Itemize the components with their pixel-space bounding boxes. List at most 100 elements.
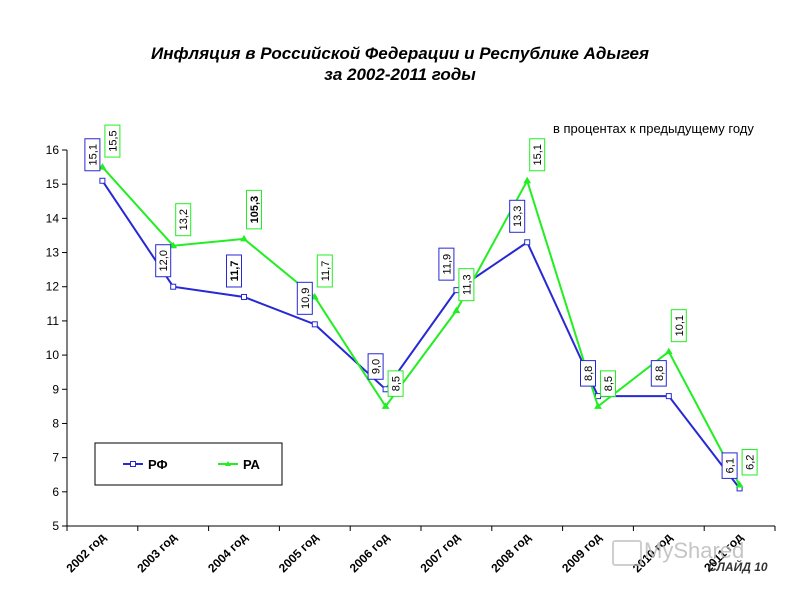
data-label-text: 11,7 — [320, 261, 332, 282]
data-label-text: 15,5 — [107, 130, 119, 151]
data-point-rf — [665, 393, 672, 400]
data-label-ra: 11,7 — [316, 254, 333, 288]
data-label-text: 8,5 — [391, 376, 403, 391]
data-label-text: 13,3 — [512, 206, 524, 227]
data-point-ra — [169, 241, 178, 249]
data-label-text: 8,8 — [583, 366, 595, 381]
data-label-box — [226, 254, 242, 288]
x-tick-label: 2008 год — [488, 530, 533, 575]
data-label-box — [509, 199, 526, 233]
y-tick-label: 8 — [52, 416, 59, 430]
data-label-rf: 11,9 — [438, 247, 455, 281]
chart-title: Инфляция в Российской Федерации и Респуб… — [0, 43, 800, 85]
legend-label-ra: РА — [243, 457, 261, 472]
data-label-ra: 13,2 — [175, 203, 192, 237]
data-label-box — [529, 138, 546, 172]
data-point-rf — [241, 293, 247, 300]
data-label-text: 6,2 — [745, 455, 757, 470]
y-tick-label: 12 — [46, 280, 60, 294]
data-label-rf: 8,8 — [580, 360, 596, 387]
data-label-text: 13,2 — [178, 209, 190, 230]
data-label-text: 12,0 — [158, 250, 170, 271]
data-label-box — [650, 360, 667, 387]
data-label-rf: 9,0 — [367, 353, 384, 380]
x-tick-label: 2002 год — [63, 530, 108, 575]
x-tick-label: 2007 год — [417, 530, 462, 575]
data-label-text: 10,9 — [300, 288, 312, 309]
data-label-ra: 8,5 — [600, 370, 616, 397]
data-label-rf: 6,1 — [721, 452, 738, 479]
data-label-ra: 6,2 — [741, 448, 758, 476]
data-label-ra: 15,1 — [529, 138, 546, 172]
data-label-text: 11,3 — [461, 274, 473, 295]
data-label-box — [721, 452, 738, 479]
data-label-text: 105,3 — [249, 196, 261, 224]
x-tick-label: 2009 год — [559, 530, 604, 575]
data-label-ra: 10,1 — [670, 309, 687, 343]
chart-title-line-1: Инфляция в Российской Федерации и Респуб… — [150, 44, 650, 63]
data-point-ra — [735, 481, 744, 488]
data-label-text: 11,7 — [229, 261, 241, 282]
data-label-box — [438, 247, 455, 281]
x-tick-label: 2006 год — [347, 530, 392, 575]
data-label-box — [104, 124, 121, 158]
data-label-box — [296, 281, 313, 315]
data-label-rf: 10,9 — [296, 281, 313, 315]
slide-number-label: СЛАЙД 10 — [708, 560, 768, 574]
data-point-rf — [524, 239, 531, 246]
data-point-rf — [170, 283, 177, 290]
data-point-ra — [381, 402, 390, 409]
x-tick-label: 2005 год — [276, 530, 321, 575]
data-label-box — [600, 370, 616, 397]
x-tick-label: 2004 год — [205, 530, 250, 575]
y-tick-label: 13 — [46, 246, 60, 260]
data-label-rf: 11,7 — [226, 254, 242, 288]
data-label-ra: 8,5 — [387, 370, 404, 397]
x-tick-label: 2003 год — [134, 530, 179, 575]
y-tick-label: 5 — [52, 519, 59, 533]
data-label-rf: 8,8 — [650, 360, 667, 387]
watermark-text: MyShared — [644, 538, 745, 563]
data-label-box — [246, 189, 262, 230]
y-tick-label: 7 — [52, 451, 59, 465]
data-label-box — [316, 254, 333, 288]
data-point-ra — [240, 234, 248, 242]
data-point-ra — [664, 347, 673, 355]
y-tick-label: 16 — [46, 143, 60, 157]
y-tick-label: 11 — [47, 314, 60, 328]
data-label-text: 11,9 — [441, 254, 453, 275]
data-label-ra: 15,5 — [104, 124, 121, 158]
data-label-ra: 105,3 — [246, 189, 262, 230]
data-point-ra — [594, 402, 602, 409]
data-label-box — [175, 203, 192, 237]
data-label-box — [458, 268, 475, 302]
series-line-ra — [101, 166, 741, 486]
data-point-ra — [98, 163, 107, 170]
data-label-rf: 15,1 — [84, 138, 101, 172]
data-point-ra — [452, 306, 461, 314]
y-tick-label: 9 — [52, 382, 59, 396]
legend-label-rf: РФ — [148, 457, 168, 472]
data-label-box — [670, 309, 687, 343]
data-label-rf: 12,0 — [155, 244, 172, 278]
data-label-ra: 11,3 — [458, 268, 475, 302]
data-label-text: 6,1 — [725, 458, 737, 473]
data-label-box — [367, 353, 384, 380]
data-label-text: 15,1 — [532, 144, 544, 165]
y-tick-label: 15 — [46, 177, 60, 191]
data-label-text: 9,0 — [371, 359, 383, 374]
series-line-rf — [101, 180, 741, 490]
data-label-box — [155, 244, 172, 278]
y-tick-label: 6 — [52, 485, 59, 499]
data-label-text: 10,1 — [674, 315, 686, 336]
watermark-presentation-icon — [612, 540, 642, 566]
data-point-ra — [523, 176, 532, 184]
chart-units-note: в процентах к предыдущему году — [553, 121, 754, 136]
data-point-rf — [382, 386, 389, 393]
data-point-rf — [453, 287, 460, 294]
data-label-box — [84, 138, 101, 172]
y-tick-label: 14 — [46, 211, 60, 225]
data-label-box — [580, 360, 596, 387]
data-label-rf: 13,3 — [509, 199, 526, 233]
